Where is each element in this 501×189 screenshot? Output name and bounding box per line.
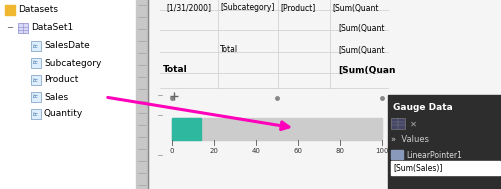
Text: 100: 100 (375, 148, 388, 154)
Bar (18, 23, 28, 33)
Bar (390, 161, 499, 175)
Bar (172, 118, 381, 140)
Text: Subcategory: Subcategory (44, 59, 101, 67)
Text: [Sum(Sales)]: [Sum(Sales)] (392, 164, 441, 174)
Bar (5, 5, 15, 15)
Text: ✕: ✕ (409, 119, 416, 129)
Text: Quantity: Quantity (44, 109, 83, 119)
Text: [Product]: [Product] (280, 4, 315, 12)
Bar (387, 95, 501, 189)
Text: −: − (7, 23, 14, 33)
Text: 20: 20 (209, 148, 218, 154)
Bar (31, 92, 41, 102)
Text: bc: bc (33, 43, 39, 49)
Text: [Sum(Quant: [Sum(Quant (337, 46, 384, 54)
Text: bc: bc (33, 60, 39, 66)
Bar (136, 0, 148, 189)
Text: bc: bc (33, 112, 39, 116)
Text: LinearPointer1: LinearPointer1 (405, 150, 461, 160)
Text: Product: Product (44, 75, 78, 84)
Text: »  Values: » Values (390, 136, 428, 145)
Bar (0, 0, 148, 189)
Text: 60: 60 (293, 148, 302, 154)
Text: Total: Total (163, 66, 187, 74)
Text: Gauge Data: Gauge Data (392, 102, 452, 112)
Bar (172, 118, 201, 140)
Text: [Sum(Quant: [Sum(Quant (331, 4, 378, 12)
Text: [Sum(Quant: [Sum(Quant (337, 23, 384, 33)
Text: [1/31/2000]: [1/31/2000] (166, 4, 210, 12)
Text: bc: bc (33, 77, 39, 83)
Text: 0: 0 (169, 148, 174, 154)
Text: bc: bc (33, 94, 39, 99)
Bar (31, 109, 41, 119)
Bar (31, 41, 41, 51)
Text: [Sum(Quan: [Sum(Quan (337, 66, 395, 74)
Bar (390, 150, 402, 159)
Text: DataSet1: DataSet1 (31, 23, 73, 33)
Bar (390, 118, 404, 129)
Text: 40: 40 (251, 148, 260, 154)
Text: Total: Total (219, 46, 237, 54)
Text: 80: 80 (335, 148, 344, 154)
Text: SalesDate: SalesDate (44, 42, 90, 50)
Bar (31, 75, 41, 85)
Bar (31, 58, 41, 68)
Text: Sales: Sales (44, 92, 68, 101)
Text: [Subcategory]: [Subcategory] (219, 4, 274, 12)
Text: Datasets: Datasets (18, 5, 58, 15)
